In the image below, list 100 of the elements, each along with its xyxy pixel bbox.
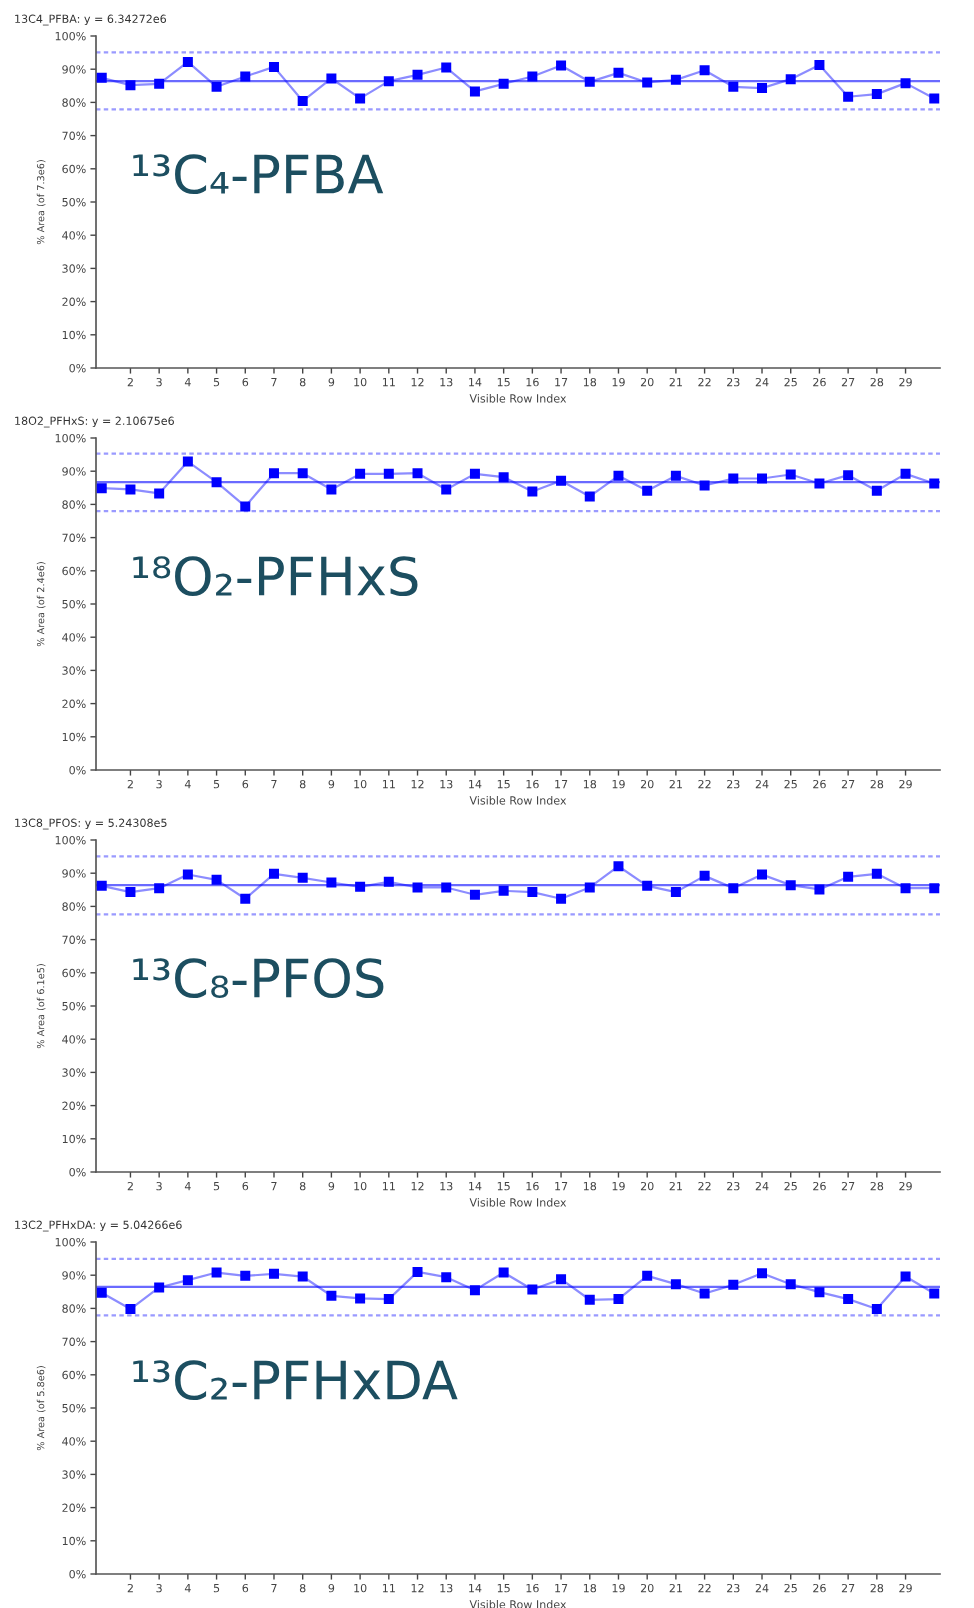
point bbox=[871, 485, 882, 496]
point bbox=[929, 93, 940, 104]
point bbox=[843, 1294, 854, 1305]
point bbox=[527, 887, 538, 898]
point bbox=[757, 473, 768, 484]
point bbox=[785, 74, 796, 85]
point bbox=[843, 871, 854, 882]
point bbox=[211, 81, 222, 92]
point bbox=[412, 882, 423, 893]
point bbox=[125, 80, 136, 91]
point bbox=[699, 1288, 710, 1299]
point bbox=[211, 477, 222, 488]
point bbox=[326, 877, 337, 888]
point bbox=[182, 456, 193, 467]
point bbox=[154, 488, 165, 499]
point bbox=[613, 67, 624, 78]
point bbox=[125, 887, 136, 898]
point bbox=[556, 60, 567, 71]
point bbox=[355, 468, 366, 479]
point bbox=[728, 81, 739, 92]
point bbox=[670, 74, 681, 85]
point bbox=[125, 484, 136, 495]
point bbox=[498, 78, 509, 89]
point bbox=[699, 65, 710, 76]
point bbox=[240, 893, 251, 904]
point bbox=[584, 491, 595, 502]
annotation: ¹³C₄-PFBA bbox=[133, 154, 384, 195]
point bbox=[441, 484, 452, 495]
point bbox=[498, 472, 509, 483]
point bbox=[182, 1275, 193, 1286]
point bbox=[268, 868, 279, 879]
point bbox=[527, 71, 538, 82]
point bbox=[929, 883, 940, 894]
point bbox=[326, 1290, 337, 1301]
point bbox=[814, 478, 825, 489]
point bbox=[843, 91, 854, 102]
point bbox=[297, 1271, 308, 1282]
point bbox=[441, 1272, 452, 1283]
point bbox=[498, 1267, 509, 1278]
annotation: ¹³C₂-PFHxDA bbox=[133, 1360, 458, 1401]
point bbox=[785, 1279, 796, 1290]
point bbox=[297, 872, 308, 883]
point bbox=[814, 1287, 825, 1298]
point bbox=[96, 1287, 107, 1298]
point bbox=[383, 468, 394, 479]
point bbox=[556, 1274, 567, 1285]
point bbox=[355, 93, 366, 104]
point bbox=[527, 486, 538, 497]
point bbox=[757, 869, 768, 880]
point bbox=[642, 485, 653, 496]
point bbox=[211, 874, 222, 885]
point bbox=[785, 469, 796, 480]
point bbox=[268, 61, 279, 72]
point bbox=[383, 1294, 394, 1305]
point bbox=[556, 475, 567, 486]
point bbox=[670, 1279, 681, 1290]
point bbox=[182, 56, 193, 67]
point bbox=[670, 887, 681, 898]
point bbox=[240, 1270, 251, 1281]
point bbox=[383, 876, 394, 887]
point bbox=[642, 1270, 653, 1281]
point bbox=[154, 78, 165, 89]
point bbox=[211, 1267, 222, 1278]
point bbox=[613, 1294, 624, 1305]
point bbox=[728, 883, 739, 894]
point bbox=[527, 1284, 538, 1295]
point bbox=[268, 1268, 279, 1279]
point bbox=[154, 1282, 165, 1293]
point bbox=[469, 889, 480, 900]
point bbox=[699, 480, 710, 491]
point bbox=[642, 880, 653, 891]
point bbox=[613, 861, 624, 872]
point bbox=[900, 468, 911, 479]
point bbox=[929, 478, 940, 489]
point bbox=[584, 1294, 595, 1305]
point bbox=[268, 468, 279, 479]
point bbox=[584, 882, 595, 893]
point bbox=[412, 69, 423, 80]
point bbox=[670, 470, 681, 481]
point bbox=[326, 73, 337, 84]
point bbox=[814, 59, 825, 70]
point bbox=[757, 83, 768, 94]
point bbox=[469, 468, 480, 479]
point bbox=[182, 869, 193, 880]
point bbox=[96, 72, 107, 83]
point bbox=[355, 881, 366, 892]
point bbox=[871, 89, 882, 100]
point bbox=[900, 883, 911, 894]
point bbox=[843, 470, 854, 481]
point bbox=[814, 884, 825, 895]
point bbox=[441, 882, 452, 893]
point bbox=[498, 885, 509, 896]
annotation: ¹³C₈-PFOS bbox=[133, 958, 384, 999]
point bbox=[757, 1268, 768, 1279]
point bbox=[297, 96, 308, 107]
point bbox=[642, 77, 653, 88]
point bbox=[556, 893, 567, 904]
point bbox=[469, 86, 480, 97]
point bbox=[871, 1304, 882, 1315]
point bbox=[728, 1279, 739, 1290]
